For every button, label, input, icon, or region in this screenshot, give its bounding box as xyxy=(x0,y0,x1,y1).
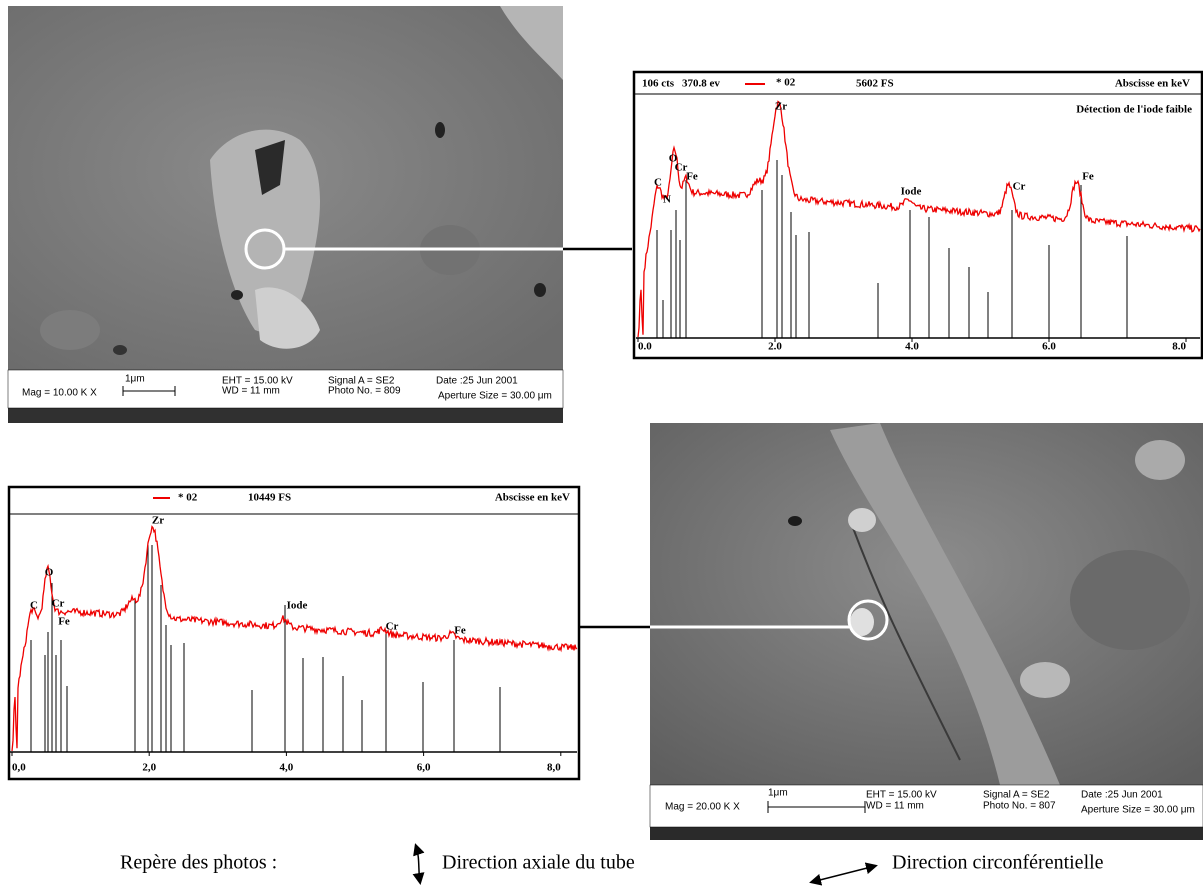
x-tick-label: 6,0 xyxy=(417,762,431,774)
sem-info-eht: EHT = 15.00 kV xyxy=(222,376,293,387)
spectrum xyxy=(632,70,1203,360)
peak-label: Fe xyxy=(686,171,698,183)
peak-label: Fe xyxy=(1082,171,1094,183)
peak-label: Zr xyxy=(775,101,787,113)
spectrum-note: Détection de l'iode faible xyxy=(1076,104,1192,116)
sem-image xyxy=(580,423,1203,840)
peak-label: C xyxy=(30,600,38,612)
sem-info-aperture: Aperture Size = 30.00 μm xyxy=(1081,805,1195,816)
sem-info-photo: Photo No. = 809 xyxy=(328,386,401,397)
axial-arrow xyxy=(412,843,425,885)
sem-info-mag: Mag = 10.00 K X xyxy=(22,388,97,399)
spectrum-header: * 02 xyxy=(776,77,796,89)
peak-label: Cr xyxy=(675,162,688,174)
spectrum-header: 5602 FS xyxy=(856,78,894,90)
sem-info-scale: 1μm xyxy=(768,788,788,799)
spectrum-header: 106 cts xyxy=(642,78,675,90)
x-tick-label: 4.0 xyxy=(905,341,919,353)
spectrum xyxy=(7,485,581,781)
sem-info-photo: Photo No. = 807 xyxy=(983,801,1056,812)
sem-info-date: Date :25 Jun 2001 xyxy=(1081,790,1163,801)
peak-label: C xyxy=(654,177,662,189)
peak-label: Zr xyxy=(152,515,164,527)
sem-info-eht: EHT = 15.00 kV xyxy=(866,790,937,801)
spectrum-curve xyxy=(637,100,1201,338)
sem-image xyxy=(7,6,632,423)
x-tick-label: 6.0 xyxy=(1042,341,1056,353)
x-tick-label: 0.0 xyxy=(638,341,652,353)
sem-info-date: Date :25 Jun 2001 xyxy=(436,376,518,387)
axis-title: Abscisse en keV xyxy=(495,492,570,504)
spectrum-header: 10449 FS xyxy=(248,492,291,504)
peak-label: Fe xyxy=(58,616,70,628)
peak-label: Iode xyxy=(287,600,308,612)
x-tick-label: 8.0 xyxy=(1172,341,1186,353)
sem-info-aperture: Aperture Size = 30.00 μm xyxy=(438,391,552,402)
x-tick-label: 8,0 xyxy=(547,762,561,774)
legend-title: Repère des photos : xyxy=(120,852,277,874)
spectrum-header: * 02 xyxy=(178,492,198,504)
sem-info-signal: Signal A = SE2 xyxy=(328,376,395,387)
circumferential-arrow xyxy=(809,862,878,886)
peak-label: O xyxy=(45,567,54,579)
legend-circumferential: Direction circonférentielle xyxy=(892,852,1104,874)
x-tick-label: 0,0 xyxy=(12,762,26,774)
peak-label: Cr xyxy=(386,621,399,633)
peak-label: O xyxy=(669,153,678,165)
peak-label: Iode xyxy=(901,186,922,198)
sem-info-scale: 1μm xyxy=(125,374,145,385)
axis-title: Abscisse en keV xyxy=(1115,78,1190,90)
legend-axial: Direction axiale du tube xyxy=(442,852,635,874)
x-tick-label: 2,0 xyxy=(142,762,156,774)
peak-label: Fe xyxy=(454,625,466,637)
peak-label: Cr xyxy=(1013,181,1026,193)
sem-info-mag: Mag = 20.00 K X xyxy=(665,802,740,813)
peak-label: N xyxy=(663,194,671,206)
spectrum-header: 370.8 ev xyxy=(682,78,720,90)
peak-label: Cr xyxy=(52,598,65,610)
x-tick-label: 4,0 xyxy=(280,762,294,774)
spectrum-curve xyxy=(11,525,578,752)
x-tick-label: 2.0 xyxy=(768,341,782,353)
sem-info-wd: WD = 11 mm xyxy=(222,386,280,397)
sem-info-signal: Signal A = SE2 xyxy=(983,790,1050,801)
sem-info-wd: WD = 11 mm xyxy=(866,801,924,812)
